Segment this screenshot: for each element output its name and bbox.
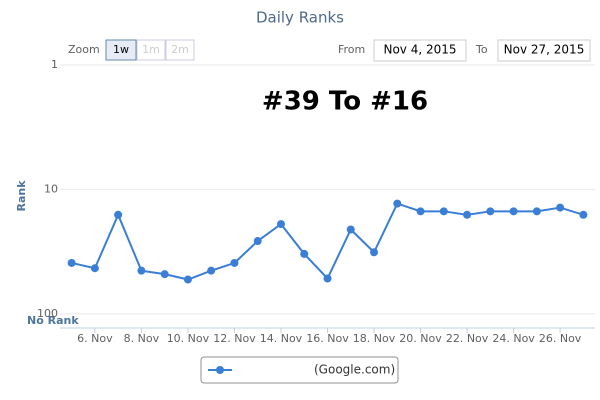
point (370, 248, 379, 257)
point (90, 264, 99, 273)
legend (200, 356, 399, 384)
to-input[interactable] (497, 39, 591, 62)
x-tick-label: 14. Nov (260, 332, 303, 345)
point (486, 207, 495, 216)
zoom-button[interactable] (136, 39, 166, 61)
point (393, 199, 402, 208)
point (579, 210, 588, 219)
y-tick-label: 100 (37, 307, 58, 320)
x-tick-label: 16. Nov (306, 332, 349, 345)
x-tick-label: 20. Nov (399, 332, 442, 345)
x-tick-label: 12. Nov (213, 332, 256, 345)
y-tick-label: 10 (44, 182, 58, 195)
point (463, 210, 472, 219)
zoom-button[interactable] (165, 39, 195, 61)
from-input[interactable] (373, 39, 467, 62)
point (183, 275, 192, 284)
y-tick-label: 1 (51, 58, 58, 71)
point (230, 258, 239, 267)
point (253, 237, 262, 246)
legend-marker[interactable] (216, 366, 224, 374)
from-value[interactable]: Nov 4, 2015 (383, 43, 456, 57)
to-value[interactable]: Nov 27, 2015 (504, 43, 585, 57)
x-tick-label: 22. Nov (446, 332, 489, 345)
point (207, 266, 216, 275)
point (439, 207, 448, 216)
x-tick-label: 8. Nov (124, 332, 160, 345)
from-label: From (338, 43, 365, 56)
annotation: #39 To #16 (262, 87, 428, 117)
point (509, 207, 518, 216)
point (114, 210, 123, 219)
to-label: To (475, 43, 488, 56)
chart-title: Daily Ranks (256, 9, 344, 27)
zoom-label: Zoom (68, 43, 100, 56)
series-line (71, 202, 584, 281)
point (346, 225, 355, 234)
zoom-button[interactable] (105, 39, 137, 61)
x-tick-label: 24. Nov (492, 332, 535, 345)
zoom-button-label[interactable]: 1m (142, 43, 160, 56)
point (532, 207, 541, 216)
point (137, 266, 146, 275)
point (300, 249, 309, 258)
legend-entry[interactable]: (Google.com) (314, 363, 395, 377)
zoom-button-label[interactable]: 2m (171, 43, 189, 56)
y-axis-label: Rank (15, 180, 28, 212)
zoom-button-label[interactable]: 1w (113, 43, 129, 56)
point (416, 207, 425, 216)
x-tick-label: 10. Nov (167, 332, 210, 345)
x-tick-label: 6. Nov (77, 332, 113, 345)
point (556, 203, 565, 212)
x-tick-label: 26. Nov (539, 332, 582, 345)
point (276, 220, 285, 229)
no-rank-label: No Rank (27, 314, 79, 327)
x-tick-label: 18. Nov (353, 332, 396, 345)
point (323, 274, 332, 283)
point (67, 258, 76, 267)
point (160, 270, 169, 279)
